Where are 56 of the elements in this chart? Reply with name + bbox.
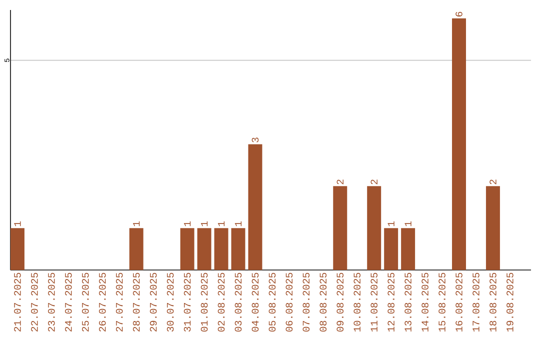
x-tick-label: 10.08.2025 bbox=[354, 272, 360, 332]
data-label: 2 bbox=[370, 180, 378, 184]
x-tick-label: 14.08.2025 bbox=[422, 272, 428, 332]
x-tick-label: 26.07.2025 bbox=[98, 272, 106, 332]
x-tick-label: 06.08.2025 bbox=[286, 272, 293, 332]
x-tick-label: 29.07.2025 bbox=[150, 272, 157, 332]
x-tick-label: 05.08.2025 bbox=[268, 272, 276, 332]
x-tick-label: 18.08.2025 bbox=[490, 272, 496, 332]
x-tick-label: 11.08.2025 bbox=[370, 272, 378, 332]
data-label: 2 bbox=[490, 180, 496, 184]
bar bbox=[248, 144, 262, 270]
x-tick-label: 03.08.2025 bbox=[234, 272, 242, 332]
x-tick-label: 24.07.2025 bbox=[65, 272, 72, 332]
data-label: 1 bbox=[184, 221, 191, 226]
x-tick-label: 08.08.2025 bbox=[320, 272, 327, 332]
data-label: 1 bbox=[133, 221, 140, 226]
x-tick-label: 13.08.2025 bbox=[404, 272, 412, 332]
x-tick-label: 28.07.2025 bbox=[132, 272, 140, 332]
bar bbox=[333, 186, 348, 270]
x-tick-label: 23.07.2025 bbox=[48, 272, 55, 332]
x-tick-label: 15.08.2025 bbox=[438, 272, 446, 332]
data-label: 1 bbox=[200, 221, 208, 226]
bar bbox=[367, 186, 382, 270]
data-label: 1 bbox=[218, 221, 225, 226]
bar bbox=[452, 18, 466, 270]
bar bbox=[384, 228, 398, 270]
x-tick-label: 04.08.2025 bbox=[252, 272, 259, 332]
x-tick-label: 07.08.2025 bbox=[302, 272, 310, 332]
x-tick-label: 09.08.2025 bbox=[336, 272, 344, 332]
x-tick-label: 21.07.2025 bbox=[14, 272, 21, 332]
data-label: 3 bbox=[252, 138, 259, 142]
bar bbox=[401, 228, 416, 270]
bar bbox=[129, 228, 144, 270]
bar bbox=[197, 228, 212, 270]
data-label: 1 bbox=[234, 221, 242, 226]
x-tick-label: 01.08.2025 bbox=[200, 272, 208, 332]
data-label: 1 bbox=[14, 221, 21, 226]
bar bbox=[10, 228, 24, 270]
x-tick-label: 17.08.2025 bbox=[472, 272, 480, 332]
data-label: 2 bbox=[336, 180, 344, 184]
data-label: 6 bbox=[456, 12, 462, 16]
x-tick-label: 31.07.2025 bbox=[184, 272, 191, 332]
x-tick-label: 27.07.2025 bbox=[116, 272, 123, 332]
x-tick-label: 30.07.2025 bbox=[166, 272, 174, 332]
bar bbox=[486, 186, 500, 270]
bar bbox=[231, 228, 246, 270]
bar bbox=[214, 228, 228, 270]
x-tick-label: 19.08.2025 bbox=[506, 272, 514, 332]
data-label: 1 bbox=[404, 221, 412, 226]
x-tick-label: 25.07.2025 bbox=[82, 272, 89, 332]
x-tick-label: 22.07.2025 bbox=[31, 272, 38, 332]
data-label: 1 bbox=[388, 221, 394, 226]
x-tick-label: 16.08.2025 bbox=[456, 272, 462, 332]
bar bbox=[180, 228, 194, 270]
x-tick-label: 12.08.2025 bbox=[388, 272, 394, 332]
x-tick-label: 02.08.2025 bbox=[218, 272, 225, 332]
